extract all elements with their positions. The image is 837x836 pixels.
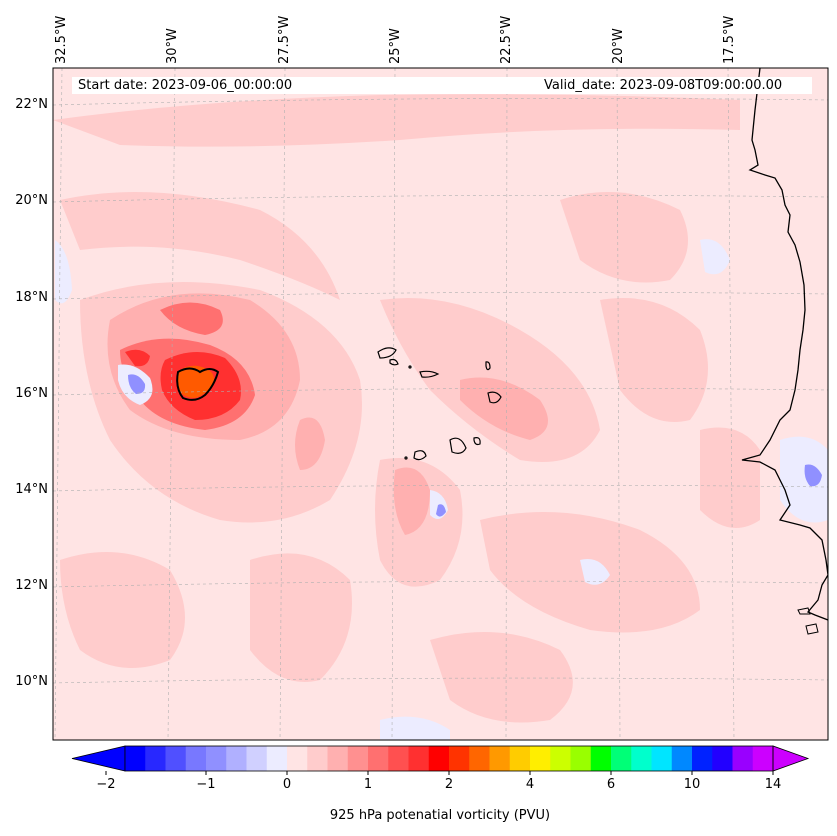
- colorbar-segment: [692, 746, 713, 771]
- colorbar-segment: [287, 746, 308, 771]
- lat-label: 22°N: [15, 97, 48, 112]
- colorbar-segment: [266, 746, 288, 771]
- colorbar-extend-max: [772, 745, 810, 772]
- colorbar-segment: [550, 746, 571, 771]
- colorbar-segment: [347, 746, 369, 771]
- colorbar-segment: [732, 746, 754, 771]
- colorbar-segment: [165, 746, 187, 771]
- lat-label: 12°N: [15, 578, 48, 593]
- coastal-island: [805, 623, 819, 635]
- colorbar-segment: [206, 746, 227, 771]
- colorbar-segment: [145, 746, 166, 771]
- colorbar-segment: [509, 746, 531, 771]
- lat-label: 18°N: [15, 290, 48, 305]
- colorbar-segment: [611, 746, 632, 771]
- colorbar-tick-label: 14: [764, 777, 782, 792]
- start-date-label: Start date: 2023-09-06_00:00:00: [72, 77, 544, 94]
- colorbar-tick-label: 2: [444, 777, 454, 792]
- valid-date-label: Valid_date: 2023-09-08T09:00:00.00: [532, 77, 812, 94]
- colorbar-segment: [712, 746, 733, 771]
- colorbar-title: 925 hPa potenatial vorticity (PVU): [329, 808, 551, 823]
- colorbar-segment: [570, 746, 592, 771]
- colorbar-segment: [368, 746, 389, 771]
- colorbar-segment: [469, 746, 490, 771]
- lon-label: 30°W: [165, 28, 180, 64]
- pv-weak-negative-areas: [55, 239, 828, 740]
- colorbar-segment: [125, 746, 146, 771]
- colorbar-segment: [631, 746, 652, 771]
- lon-label: 32.5°W: [54, 15, 69, 64]
- colorbar-tick-label: 4: [525, 777, 535, 792]
- pv-moderate-negative-areas: [128, 374, 822, 517]
- colorbar-segment: [449, 746, 470, 771]
- colorbar-segment: [388, 746, 409, 771]
- lat-label: 16°N: [15, 386, 48, 401]
- colorbar-segment: [408, 746, 430, 771]
- colorbar-segment: [530, 746, 551, 771]
- colorbar-segment: [671, 746, 693, 771]
- colorbar-tick-label: 1: [363, 777, 373, 792]
- colorbar-segment: [226, 746, 247, 771]
- lon-label: 25°W: [388, 28, 403, 64]
- coastal-island: [797, 607, 811, 615]
- colorbar-tick-label: 6: [606, 777, 616, 792]
- colorbar-tick-label: −2: [96, 777, 116, 792]
- colorbar-segment: [590, 746, 612, 771]
- pv-field: [53, 68, 828, 740]
- colorbar-segment: [185, 746, 207, 771]
- pv-contour: [176, 367, 220, 401]
- african-coastline: [741, 68, 828, 621]
- colorbar-segment: [327, 746, 349, 771]
- lat-label: 10°N: [15, 674, 48, 689]
- colorbar-tick-label: 10: [683, 777, 701, 792]
- colorbar-segment: [651, 746, 673, 771]
- pv-core: [177, 365, 215, 398]
- colorbar-segment: [752, 746, 774, 771]
- colorbar-tick-label: −1: [196, 777, 216, 792]
- cape-verde-islands: [377, 347, 502, 461]
- lat-label: 20°N: [15, 193, 48, 208]
- colorbar-segment: [428, 746, 450, 771]
- lon-label: 27.5°W: [277, 15, 292, 64]
- colorbar-segment: [307, 746, 328, 771]
- map-frame: [52, 67, 829, 741]
- colorbar-tick-label: 0: [282, 777, 292, 792]
- lon-label: 17.5°W: [722, 15, 737, 64]
- colorbar-segment: [246, 746, 268, 771]
- lon-label: 20°W: [611, 28, 626, 64]
- lon-label: 22.5°W: [499, 15, 514, 64]
- colorbar-extend-min: [71, 745, 126, 772]
- map-gridlines: [53, 68, 828, 740]
- colorbar: [71, 745, 810, 775]
- lat-label: 14°N: [15, 482, 48, 497]
- colorbar-segment: [489, 746, 511, 771]
